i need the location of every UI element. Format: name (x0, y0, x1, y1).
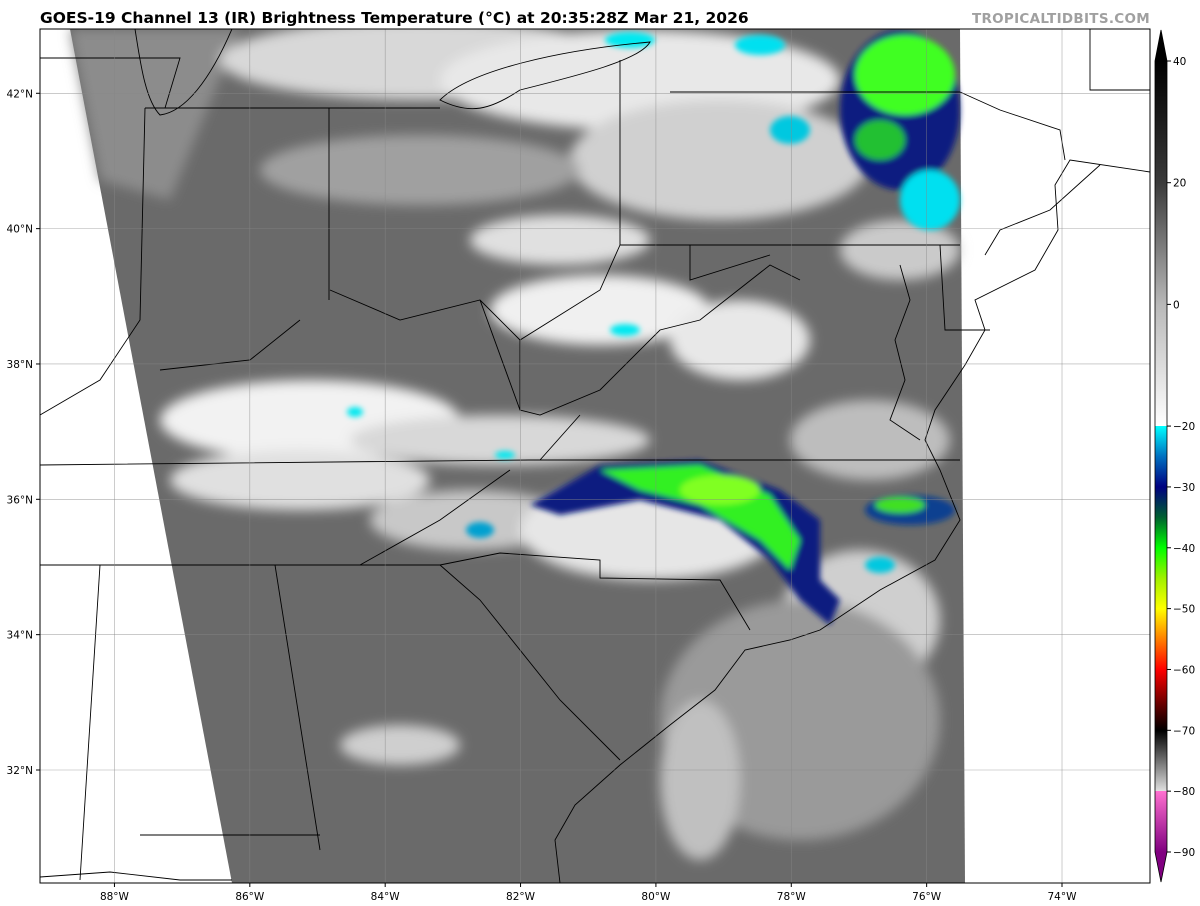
colorbar-min-extension (1155, 852, 1167, 882)
lat-tick-label: 42°N (7, 88, 33, 100)
colorbar-tick-label: −30 (1173, 482, 1195, 494)
colorbar: 40 20 0 −20 −30 −40 −50 −60 −70 −80 −90 (1154, 29, 1195, 883)
colorbar-tick-label: −80 (1173, 786, 1195, 798)
lat-tick-label: 38°N (7, 359, 33, 371)
lon-tick-label: 82°W (506, 891, 536, 903)
lon-tick-label: 84°W (371, 891, 401, 903)
lat-tick-label: 34°N (7, 630, 33, 642)
lake-erie-outline (439, 41, 651, 110)
lon-tick-label: 74°W (1048, 891, 1078, 903)
cold-cloud-tops (347, 30, 960, 625)
chesapeake-bay (889, 264, 921, 441)
lat-tick-label: 36°N (7, 494, 33, 506)
colorbar-tick-label: −70 (1173, 725, 1195, 737)
axis-labels: 42°N 40°N 38°N 36°N 34°N 32°N 88°W 86°W 84°W 82°W… (7, 88, 1078, 903)
lake-michigan-outline (134, 29, 233, 116)
colorbar-tick-label: −40 (1173, 543, 1195, 555)
map-frame (39, 28, 1151, 884)
watermark: TROPICALTIDBITS.COM (971, 11, 1150, 27)
colorbar-tick-label: 20 (1173, 178, 1186, 190)
lon-tick-label: 88°W (100, 891, 130, 903)
colorbar-tick-label: −20 (1173, 421, 1195, 433)
new-york-outline (959, 29, 1150, 161)
colorbar-max-extension (1155, 30, 1167, 61)
lon-tick-label: 78°W (777, 891, 807, 903)
lon-tick-label: 76°W (912, 891, 942, 903)
colorbar-gradient (1155, 61, 1167, 852)
lon-tick-label: 86°W (235, 891, 265, 903)
map-title: GOES-19 Channel 13 (IR) Brightness Tempe… (40, 9, 749, 27)
delaware-bay (984, 164, 1101, 256)
lat-tick-label: 40°N (7, 224, 33, 236)
colorbar-tick-label: −90 (1173, 847, 1195, 859)
colorbar-tick-label: −60 (1173, 664, 1195, 676)
colorbar-tick-label: 40 (1173, 56, 1186, 68)
lon-tick-label: 80°W (641, 891, 671, 903)
coastline (40, 159, 1150, 883)
colorbar-tick-label: 0 (1173, 299, 1180, 311)
graticule (40, 29, 1150, 883)
lat-tick-label: 32°N (7, 765, 33, 777)
colorbar-tick-label: −50 (1173, 604, 1195, 616)
